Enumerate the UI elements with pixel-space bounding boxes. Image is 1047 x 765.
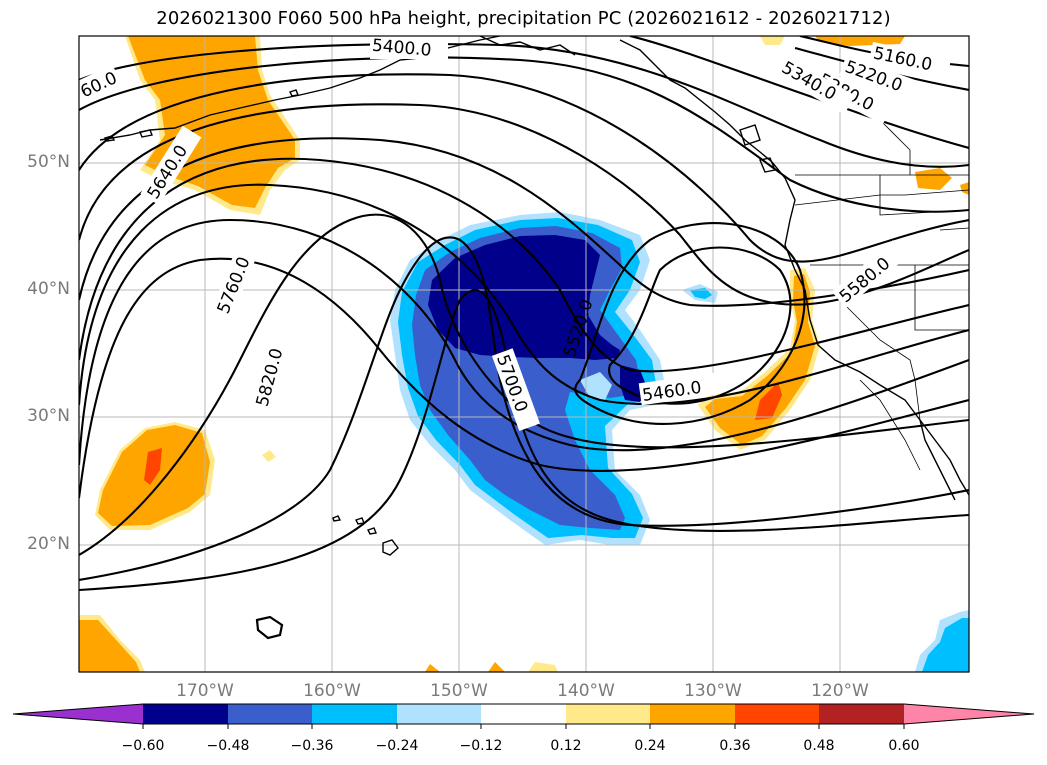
colorbar-tick-label: −0.48	[206, 738, 250, 754]
colorbar-bin	[481, 704, 566, 724]
colorbar-tick-label: −0.36	[290, 738, 334, 754]
colorbar-bin	[312, 704, 397, 724]
lat-label-50n: 50°N	[27, 152, 70, 172]
colorbar-bin	[819, 704, 904, 724]
colorbar-bin	[735, 704, 819, 724]
map-title: 2026021300 F060 500 hPa height, precipit…	[156, 8, 891, 29]
lon-label-150w: 150°W	[430, 681, 488, 701]
lat-label-20n: 20°N	[27, 534, 70, 554]
positive-anomaly-sw	[79, 615, 145, 672]
lon-label-130w: 130°W	[684, 681, 742, 701]
positive-anomaly-small	[262, 36, 969, 672]
lon-label-160w: 160°W	[303, 681, 361, 701]
negative-anomaly-small	[682, 284, 969, 672]
lon-label-170w: 170°W	[176, 681, 234, 701]
colorbar-tick-label: 0.48	[803, 738, 835, 754]
lat-label-40n: 40°N	[27, 279, 70, 299]
colorbar-tick-label: 0.12	[550, 738, 582, 754]
positive-anomaly-coast	[698, 268, 820, 450]
lon-label-140w: 140°W	[557, 681, 615, 701]
colorbar-tick-label: 0.24	[634, 738, 666, 754]
lat-label-30n: 30°N	[27, 406, 70, 426]
gridlines	[79, 36, 969, 672]
colorbar-tick-label: −0.24	[375, 738, 419, 754]
colorbar-tick-label: 0.60	[888, 738, 920, 754]
map-frame	[78, 35, 970, 673]
height-contours	[79, 36, 969, 592]
colorbar-tick-label: −0.60	[121, 738, 165, 754]
colorbar-tick-label: 0.36	[719, 738, 751, 754]
colorbar-bin	[650, 704, 735, 724]
colorbar-bin	[228, 704, 312, 724]
positive-anomaly-west	[95, 422, 215, 530]
colorbar-extend-low	[13, 704, 143, 724]
lon-label-120w: 120°W	[811, 681, 869, 701]
colorbar-tick-label: −0.12	[459, 738, 503, 754]
colorbar-bin	[143, 704, 228, 724]
colorbar-bin	[566, 704, 650, 724]
colorbar	[12, 703, 1035, 729]
colorbar-bin	[397, 704, 481, 724]
colorbar-extend-high	[904, 704, 1034, 724]
